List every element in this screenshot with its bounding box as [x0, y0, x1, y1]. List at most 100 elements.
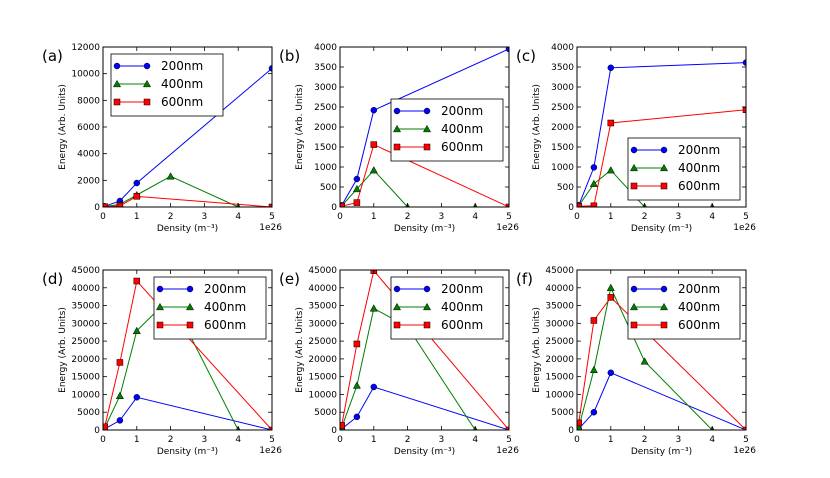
- data-point-600nm: [133, 277, 141, 285]
- y-tick-label: 2500: [551, 103, 574, 113]
- y-tick-label: 30000: [308, 319, 337, 329]
- y-tick-label: 40000: [545, 284, 574, 294]
- legend-marker-200nm: [156, 285, 164, 293]
- data-point-200nm: [133, 179, 141, 187]
- y-tick-label: 0: [94, 203, 100, 213]
- y-tick-label: 10000: [545, 390, 574, 400]
- data-point-200nm: [268, 65, 272, 72]
- x-tick-label: 5: [269, 435, 275, 445]
- y-tick-label: 2000: [551, 123, 574, 133]
- legend-marker-200nm: [630, 146, 638, 154]
- x-tick-label: 1: [134, 435, 140, 445]
- y-tick-label: 40000: [71, 284, 100, 294]
- subplot-b: 0 1 2 3 4 5 0 500 1000 1500 2000 2500 3000 3500 4000 1e…: [279, 43, 519, 234]
- series-line-600nm: [104, 279, 272, 430]
- y-tick-label: 0: [568, 203, 574, 213]
- y-tick-label: 20000: [71, 355, 100, 365]
- y-tick-label: 30000: [71, 319, 100, 329]
- x-tick-label: 4: [709, 212, 715, 222]
- data-point-600nm: [505, 426, 509, 430]
- data-point-600nm: [742, 106, 746, 114]
- legend-marker-200nm: [660, 285, 668, 293]
- y-tick-label: 8000: [77, 96, 100, 106]
- y-axis-label: Energy (Arb. Units): [532, 307, 542, 393]
- y-tick-label: 2500: [314, 103, 337, 113]
- legend-marker-200nm: [393, 285, 401, 293]
- x-tick-label: 4: [472, 435, 478, 445]
- legend: 200nm 400nm 600nm: [153, 276, 267, 340]
- data-point-600nm: [268, 426, 272, 430]
- x-tick-label: 0: [100, 212, 106, 222]
- data-point-200nm: [116, 417, 124, 424]
- data-point-200nm: [370, 383, 378, 391]
- data-point-600nm: [133, 193, 141, 200]
- x-axis-label: Density (m⁻³): [394, 447, 455, 457]
- x-axis-label: Density (m⁻³): [157, 447, 218, 457]
- legend-marker-200nm: [143, 62, 151, 70]
- legend-marker-600nm: [186, 321, 194, 329]
- x-offset-text: 1e26: [496, 223, 519, 233]
- legend-box: [110, 53, 224, 117]
- axes-frame: [576, 269, 747, 431]
- legend-marker-200nm: [423, 285, 431, 293]
- data-point-600nm: [742, 426, 746, 430]
- x-tick-label: 0: [574, 435, 580, 445]
- y-tick-label: 2000: [77, 176, 100, 186]
- legend-label-600nm: 600nm: [678, 318, 720, 332]
- x-tick-label: 4: [235, 435, 241, 445]
- data-point-200nm: [607, 64, 615, 72]
- x-axis-label: Density (m⁻³): [394, 224, 455, 234]
- y-tick-label: 1000: [314, 163, 337, 173]
- x-tick-label: 5: [743, 212, 749, 222]
- y-tick-label: 3500: [551, 63, 574, 73]
- y-tick-label: 1500: [551, 143, 574, 153]
- data-point-400nm: [166, 172, 175, 180]
- y-tick-label: 0: [331, 203, 337, 213]
- x-offset-text: 1e26: [733, 446, 756, 456]
- x-tick-label: 3: [676, 435, 682, 445]
- series-line-200nm: [104, 67, 272, 207]
- data-point-400nm: [606, 166, 615, 174]
- y-tick-label: 500: [557, 183, 574, 193]
- legend-label-600nm: 600nm: [204, 318, 246, 332]
- x-tick-label: 1: [371, 212, 377, 222]
- x-tick-label: 2: [168, 212, 174, 222]
- legend-marker-400nm: [392, 302, 402, 311]
- x-tick-label: 0: [337, 212, 343, 222]
- y-tick-label: 1000: [551, 163, 574, 173]
- y-tick-label: 30000: [545, 319, 574, 329]
- legend-marker-600nm: [423, 321, 431, 329]
- x-tick-label: 2: [642, 435, 648, 445]
- x-tick-label: 2: [405, 212, 411, 222]
- y-tick-label: 45000: [545, 266, 574, 276]
- data-point-600nm: [590, 317, 598, 324]
- y-axis-label: Energy (Arb. Units): [58, 307, 68, 393]
- series-line-200nm: [578, 372, 746, 430]
- x-offset-text: 1e26: [733, 223, 756, 233]
- plot-area: [577, 59, 746, 207]
- y-tick-label: 45000: [71, 266, 100, 276]
- y-axis-label: Energy (Arb. Units): [295, 84, 305, 170]
- x-axis-label: Density (m⁻³): [631, 224, 692, 234]
- legend: 200nm 400nm 600nm: [110, 53, 224, 117]
- legend: 200nm 400nm 600nm: [627, 276, 741, 340]
- y-tick-label: 20000: [545, 355, 574, 365]
- data-point-400nm: [352, 184, 361, 193]
- x-tick-label: 2: [642, 212, 648, 222]
- x-tick-label: 0: [574, 212, 580, 222]
- data-point-400nm: [369, 304, 378, 312]
- legend-label-600nm: 600nm: [161, 95, 203, 109]
- series-line-600nm: [341, 143, 509, 207]
- legend-marker-400nm: [422, 124, 432, 133]
- legend-label-400nm: 400nm: [678, 161, 720, 175]
- x-tick-label: 3: [676, 212, 682, 222]
- data-point-600nm: [268, 203, 272, 207]
- legend-box: [627, 276, 741, 340]
- subplot-f: 0 1 2 3 4 5 0 5000 10000 15000 20000 25000 30000 3500…: [516, 266, 756, 457]
- x-tick-label: 1: [608, 435, 614, 445]
- y-axis-label: Energy (Arb. Units): [532, 84, 542, 170]
- legend-marker-400nm: [142, 79, 152, 88]
- data-point-400nm: [589, 179, 598, 187]
- legend-marker-600nm: [113, 98, 121, 106]
- y-tick-label: 2000: [314, 123, 337, 133]
